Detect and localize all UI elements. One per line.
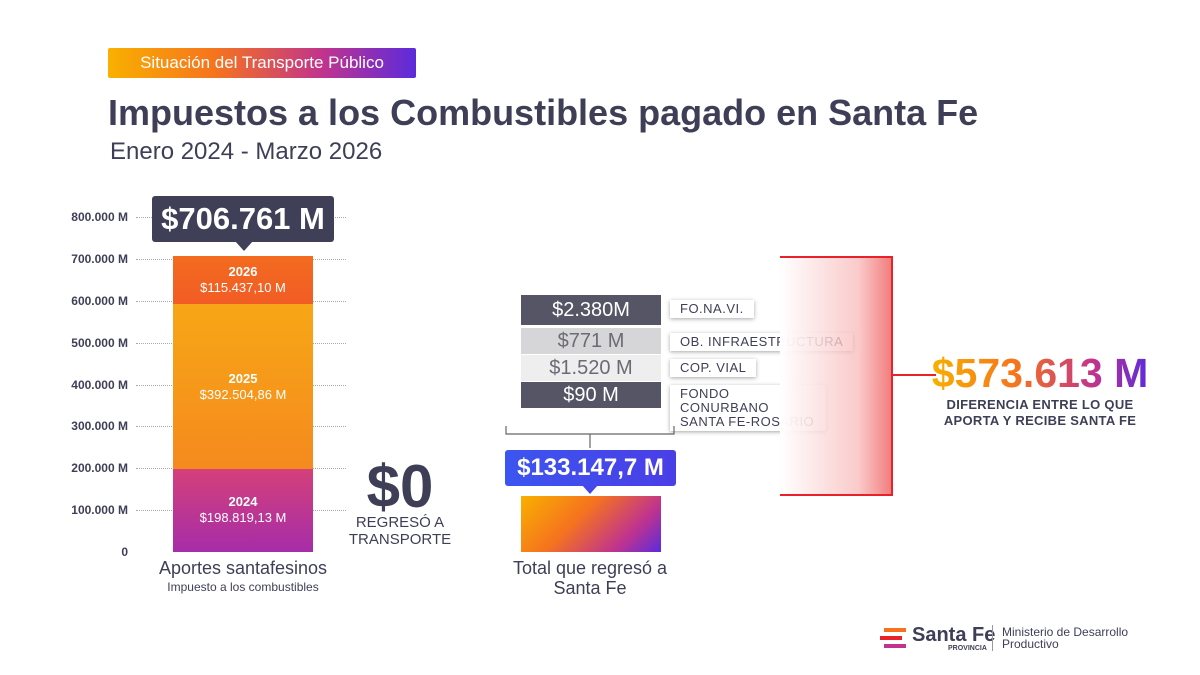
logo-name: Santa Fe xyxy=(912,624,996,646)
difference-caption: DIFERENCIA ENTRE LO QUE APORTA Y RECIBE … xyxy=(930,397,1150,429)
fund-name-vial: COP. VIAL xyxy=(670,359,757,377)
returned-callout: $133.147,7 M xyxy=(505,450,676,494)
zero-value: $0 xyxy=(366,453,434,520)
bar-segment-2026 xyxy=(173,256,313,305)
fund-amount-fonavi: $2.380M xyxy=(521,295,661,325)
x-label-aportes-title: Aportes santafesinos xyxy=(158,558,328,578)
segment-value: $392.504,86 M xyxy=(199,386,287,402)
page-title: Impuestos a los Combustibles pagado en S… xyxy=(108,92,979,133)
y-tick-label: 200.000 M xyxy=(71,461,128,476)
section-tag: Situación del Transporte Público xyxy=(108,48,416,78)
total-callout: $706.761 M xyxy=(152,196,334,251)
bar-segment-2024 xyxy=(173,468,313,552)
segment-year: 2024 xyxy=(228,494,258,510)
segment-year: 2026 xyxy=(228,264,258,280)
y-tick-label: 600.000 M xyxy=(71,293,128,308)
returned-bar xyxy=(521,496,661,552)
page-subtitle: Enero 2024 - Marzo 2026 xyxy=(110,138,383,165)
y-tick-label: 100.000 M xyxy=(71,503,128,518)
segment-value: $198.819,13 M xyxy=(199,510,287,526)
ministry-name: Ministerio de Desarrollo Productivo xyxy=(1002,625,1129,651)
bar-segment-2025 xyxy=(173,304,313,469)
difference-value: $573.613 M xyxy=(931,350,1149,396)
y-tick-label: 0 xyxy=(121,545,128,559)
logo-divider xyxy=(992,625,993,651)
y-tick-label: 700.000 M xyxy=(71,251,128,266)
segment-value: $115.437,10 M xyxy=(200,280,286,296)
difference-bracket xyxy=(780,256,936,496)
difference-band xyxy=(780,257,892,495)
x-label-returned: Total que regresó a Santa Fe xyxy=(512,558,668,598)
difference-caption-text: DIFERENCIA ENTRE LO QUE APORTA Y RECIBE … xyxy=(943,397,1137,428)
y-tick-label: 300.000 M xyxy=(71,419,128,434)
y-tick-label: 500.000 M xyxy=(71,335,128,350)
bar-segment-label-2025: 2025 $392.504,86 M xyxy=(173,371,313,403)
y-tick-label: 400.000 M xyxy=(71,377,128,392)
x-label-aportes: Aportes santafesinos Impuesto a los comb… xyxy=(140,558,346,594)
santa-fe-logo-icon xyxy=(880,628,906,648)
logo-sub: PROVINCIA xyxy=(948,645,987,652)
fund-name-fonavi: FO.NA.VI. xyxy=(670,300,754,318)
fund-amount-conurbano: $90 M xyxy=(521,382,661,408)
funds-bracket xyxy=(505,426,675,448)
bar-segment-label-2026: 2026 $115.437,10 M xyxy=(173,264,313,296)
fund-amount-infraestructura: $771 M xyxy=(521,328,661,354)
bar-segment-label-2024: 2024 $198.819,13 M xyxy=(173,494,313,526)
zero-caption: REGRESÓ A TRANSPORTE xyxy=(348,514,452,548)
y-tick-label: 800.000 M xyxy=(71,210,128,224)
segment-year: 2025 xyxy=(228,370,258,386)
fund-amount-vial: $1.520 M xyxy=(521,355,661,381)
x-label-aportes-sub: Impuesto a los combustibles xyxy=(167,580,319,594)
